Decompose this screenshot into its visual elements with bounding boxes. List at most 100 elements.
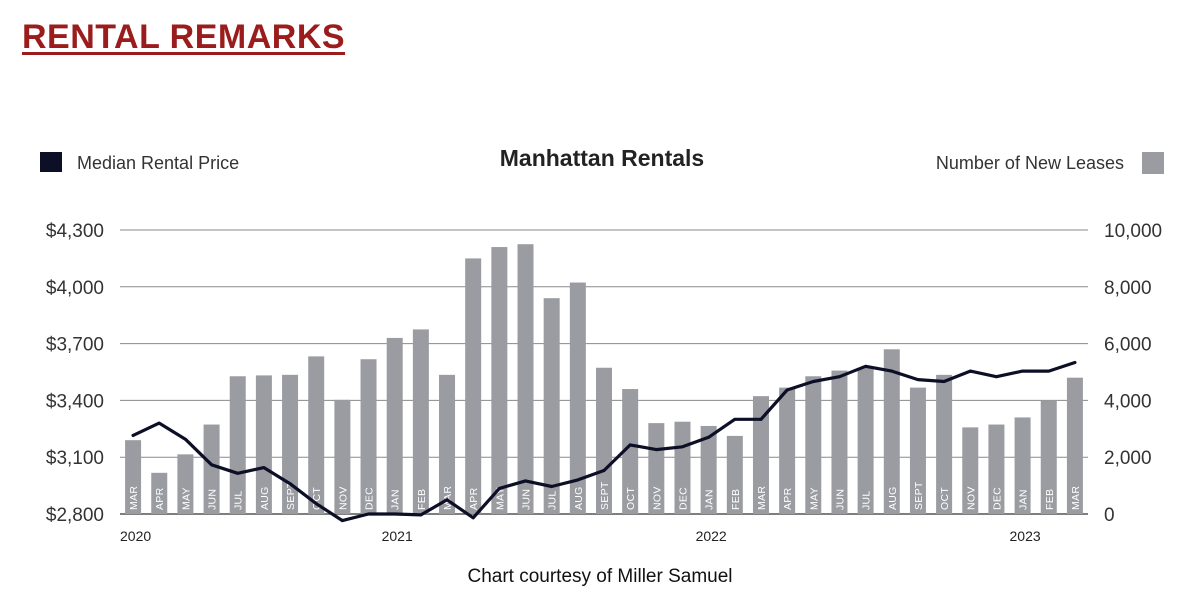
year-label: 2021 [382,528,413,544]
median-price-point [1021,369,1024,373]
month-label: AUG [573,486,585,510]
lease-bar [125,440,142,514]
y-left-tick-label: $4,000 [46,278,104,299]
median-price-point [236,471,240,475]
month-label: NOV [965,486,977,510]
median-price-point [288,482,292,486]
month-label: MAY [180,487,192,510]
month-label: NOV [651,486,663,510]
month-label: JAN [1018,489,1030,510]
y-left-tick-label: $4,300 [46,221,104,242]
lease-bar [151,472,168,514]
month-label: FEB [416,489,428,510]
bar-series-leases [125,244,1083,515]
line-series-median-price [131,360,1077,523]
lease-bar [857,367,874,514]
chart-caption: Chart courtesy of Miller Samuel [467,566,733,587]
median-price-point [707,435,711,439]
month-label: OCT [625,487,637,510]
median-price-point [262,466,266,470]
lease-bar [177,454,194,514]
median-price-point [916,378,920,381]
lease-bar [700,425,717,514]
median-price-point [471,516,475,520]
lease-bar [543,298,560,514]
lease-bar [1040,400,1057,514]
lease-bar [439,374,456,514]
lease-bar [255,375,272,514]
lease-bar [229,376,246,514]
median-price-point [576,478,580,482]
legend-bar-label: Number of New Leases [936,153,1124,173]
median-price-point [890,369,894,373]
median-price-point [733,417,737,421]
lease-bar [648,423,665,514]
median-price-point [654,448,658,452]
lease-bar [622,389,639,514]
y-left-tick-label: $3,700 [46,335,104,356]
month-label: SEPT [599,481,611,510]
median-price-point [131,434,135,437]
month-label: JUL [233,490,245,510]
median-price-point [681,445,684,449]
lease-bar [596,367,612,514]
lease-bar [1014,417,1031,514]
month-label: MAY [808,487,820,510]
median-price-point [759,417,763,421]
month-label: JUN [207,489,219,510]
year-label: 2022 [696,528,727,544]
median-price-point [968,369,972,373]
median-price-point [942,380,946,383]
month-label: JUN [834,489,846,510]
median-price-point [314,502,318,505]
month-label: MAR [442,486,454,510]
lease-bar [752,396,769,514]
month-label: MAR [1070,486,1082,510]
legend-line-label: Median Rental Price [77,153,239,173]
month-label: FEB [730,489,742,510]
page-heading: RENTAL REMARKS [22,18,346,56]
month-label: AUG [887,486,899,510]
month-label: JUL [861,490,873,510]
month-labels: MAR APR MAY JUN JUL AUG SEPT OCT NOV DEC JAN FEB MAR… [128,481,1082,510]
lease-bar [465,258,482,514]
lease-bar [569,282,586,514]
lease-bar [334,399,351,514]
year-label: 2020 [120,528,151,544]
lease-bar [779,387,796,514]
month-label: APR [468,487,480,510]
lease-bar [726,435,743,514]
y-right-tick-label: 2,000 [1104,448,1152,469]
lease-bar [360,359,377,514]
lease-bar [412,329,429,514]
legend-line-swatch [40,152,62,172]
median-price-point [628,443,632,447]
y-right-tick-label: 0 [1104,505,1115,526]
median-price-point [497,487,501,490]
axis-labels: $2,800 0 $3,100 2,000 $3,400 4,000 $3,700 6,000… [46,221,1162,544]
median-price-point [393,512,397,516]
median-price-point [445,498,449,502]
median-price-point [1073,361,1077,364]
lease-bar [386,337,403,514]
month-label: DEC [677,487,689,510]
median-price-point [367,512,370,516]
lease-bar [203,424,220,514]
y-right-tick-label: 10,000 [1104,221,1162,242]
month-label: SEPT [913,481,925,510]
median-price-point [995,375,998,379]
median-price-point [524,479,527,483]
median-price-point [838,375,841,379]
median-price-point [550,485,554,488]
lease-bar [936,374,953,514]
month-label: MAR [128,486,140,510]
y-right-tick-label: 4,000 [1104,391,1152,412]
lease-bar [517,244,534,514]
y-left-tick-label: $3,400 [46,391,104,412]
lease-bar [282,374,299,514]
y-left-tick-label: $3,100 [46,448,104,469]
lease-bar [909,387,926,514]
lease-bar [491,247,508,515]
legend-bar-swatch [1142,152,1164,174]
month-label: NOV [337,486,349,510]
